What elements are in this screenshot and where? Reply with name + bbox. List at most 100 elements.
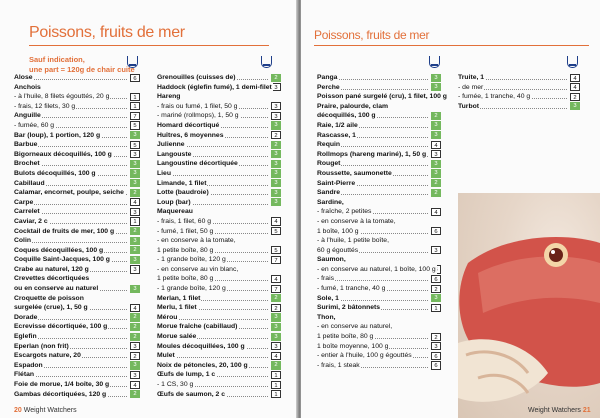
points-badge: 1 [271, 370, 281, 380]
item-label: - en conserve à la tomate, [157, 236, 237, 246]
points-badge: 2 [570, 92, 580, 101]
points-badge: 1 [271, 380, 281, 389]
leader-dots [317, 213, 428, 215]
points-badge: 5 [130, 121, 140, 130]
list-item: Espadon 3 [14, 360, 140, 371]
item-label: Rollmops (hareng mariné), 1, 50 g [317, 149, 428, 160]
points-badge: 2 [130, 390, 140, 399]
list-item: Escargots nature, 20 2 [14, 351, 140, 361]
points-badge: 2 [431, 111, 441, 121]
item-label: - frais ou fumé, 1 filet, 50 g [157, 101, 239, 112]
points-badge: 3 [271, 188, 281, 197]
item-label: Limande, 1 filet [157, 178, 208, 189]
points-badge: 2 [271, 140, 281, 149]
item-label: Croquette de poisson [14, 293, 85, 304]
item-label: Lotte (baudroie) [157, 188, 210, 198]
points-badge: 3 [570, 102, 580, 111]
list-item: Langouste 3 [157, 149, 281, 160]
points-badge: 2 [431, 188, 441, 197]
item-label: ou en conserve au naturel [14, 284, 100, 294]
item-label: - fumée, 60 g [14, 120, 56, 131]
item-label: - 1 grande boîte, 120 g [157, 255, 227, 265]
points-badge: 4 [271, 217, 281, 226]
list-item: Eglefin 2 [14, 332, 140, 342]
leader-dots [157, 299, 268, 301]
leader-dots [14, 165, 127, 167]
points-header-icon [567, 56, 578, 68]
leader-dots [14, 213, 127, 215]
list-item: Bar (loup), 1 portion, 120 g 3 [14, 130, 140, 141]
item-label: Bigorneaux décoquillés, 100 g [14, 149, 113, 160]
list-item: - fumée, 1 tranche, 40 g 2 [458, 92, 580, 102]
page-number: 20 [14, 407, 22, 414]
list-item: Merlu, 1 filet 2 [157, 303, 281, 313]
leader-dots [157, 146, 268, 148]
list-item: 1 boîte, 100 g 6 [317, 226, 441, 237]
title-rule [314, 45, 589, 46]
points-badge: 3 [130, 265, 140, 274]
leader-dots [317, 79, 428, 80]
list-item: Morue salée 3 [157, 332, 281, 342]
points-badge: 2 [271, 73, 281, 82]
item-label: Œufs de lump, 1 c [157, 370, 217, 380]
list-item: - en conserve au naturel, [317, 322, 441, 333]
points-badge: 3 [271, 179, 281, 188]
list-item: Thon, [317, 312, 441, 323]
item-label: Huîtres, 6 moyennes [157, 130, 225, 141]
item-label: Mulet [157, 351, 176, 361]
list-item: Limande, 1 filet 3 [157, 178, 281, 189]
item-label: Sandre [317, 188, 342, 198]
list-item: - en conserve au naturel, 1 boîte, 100 g… [317, 264, 441, 275]
item-label: Roussette, saumonette [317, 168, 393, 179]
list-item: Julienne 2 [157, 140, 281, 150]
points-badge: 3 [271, 159, 281, 169]
leader-dots [157, 155, 268, 157]
item-label: Caviar, 2 c [14, 216, 49, 227]
item-label: Crevettes décortiquées [14, 274, 91, 285]
leader-dots [14, 222, 127, 224]
list-item: - de mer 4 [458, 82, 580, 93]
leader-dots [157, 194, 268, 196]
leader-dots [317, 146, 428, 148]
item-label: Colin [14, 236, 32, 246]
item-label: 1 petite boîte, 80 g [157, 245, 215, 256]
item-label: - en conserve au vin blanc, [157, 264, 240, 275]
list-item: Anchois [14, 82, 140, 93]
points-badge: 3 [271, 322, 281, 332]
list-item: Cabillaud 3 [14, 178, 140, 189]
list-item: - frais, 1 filet, 60 g 4 [157, 216, 281, 227]
points-header-icon [429, 56, 440, 68]
list-item: - fumé, 1 filet, 50 g 5 [157, 226, 281, 237]
item-label: 1 boîte, 100 g [317, 226, 360, 237]
points-badge: 3 [130, 284, 140, 293]
item-label: Langoustine décortiquée [157, 159, 239, 169]
list-item: - fraîche, 2 petites 4 [317, 207, 441, 217]
list-item: - à l'huile, 8 filets égouttés, 20 g 1 [14, 92, 140, 102]
item-label: Foie de morue, 1/4 boîte, 30 g [14, 380, 111, 390]
points-badge: 3 [130, 179, 140, 188]
item-label: Julienne [157, 140, 186, 150]
item-label: Langouste [157, 149, 193, 160]
item-label: décoquillés, 100 g [317, 111, 377, 121]
item-label: - en conserve au naturel, [317, 322, 394, 333]
leader-dots [14, 242, 127, 244]
item-label: - fumée, 1 tranche, 40 g [458, 92, 532, 102]
leader-dots [157, 309, 268, 311]
item-label: Ecrevisse décortiquée, 100 g [14, 322, 109, 333]
item-label: - frais [317, 274, 335, 285]
points-badge: 6 [130, 73, 140, 82]
item-label: Anguille [14, 111, 42, 121]
points-badge: 3 [431, 246, 441, 255]
points-badge: 3 [130, 169, 140, 178]
leader-dots [157, 357, 268, 359]
page-title: Poissons, fruits de mer [29, 24, 185, 41]
item-label: Panga [317, 73, 339, 83]
red-snapper-illustration [458, 237, 600, 402]
list-item: Sardine, [317, 197, 441, 208]
list-item: Caviar, 2 c 1 [14, 216, 140, 227]
page-title: Poissons, fruits de mer [314, 28, 430, 42]
item-label: Grenouilles (cuisses de) [157, 73, 237, 83]
points-badge: 2 [130, 322, 140, 332]
list-item: Lotte (baudroie) 3 [157, 188, 281, 198]
